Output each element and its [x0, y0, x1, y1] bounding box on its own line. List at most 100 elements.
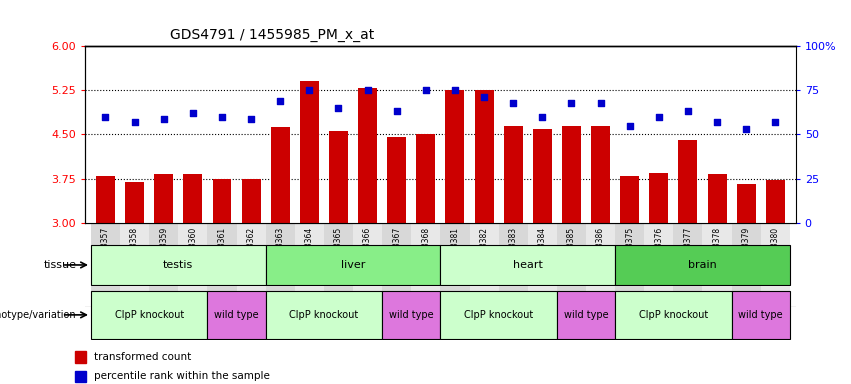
Bar: [615, 291, 732, 339]
Text: GDS4791 / 1455985_PM_x_at: GDS4791 / 1455985_PM_x_at: [170, 28, 374, 42]
Text: GSM988360: GSM988360: [188, 227, 197, 273]
Point: [448, 87, 462, 93]
Point: [535, 114, 549, 120]
Text: GSM988375: GSM988375: [625, 227, 634, 273]
Bar: [154, 174, 174, 223]
Bar: [125, 182, 144, 223]
Point: [390, 108, 403, 114]
Point: [506, 99, 520, 106]
Bar: [242, 179, 260, 223]
Bar: [411, 223, 441, 307]
Text: GSM988381: GSM988381: [450, 227, 460, 273]
Bar: [271, 127, 289, 223]
Bar: [183, 174, 203, 223]
Bar: [213, 179, 231, 223]
Bar: [387, 137, 406, 223]
Text: GSM988357: GSM988357: [101, 227, 110, 273]
Bar: [504, 126, 523, 223]
Text: wild type: wild type: [563, 310, 608, 320]
Bar: [329, 131, 348, 223]
Bar: [91, 223, 120, 307]
Text: GSM988386: GSM988386: [596, 227, 605, 273]
Bar: [76, 351, 86, 363]
Text: GSM988377: GSM988377: [683, 227, 693, 273]
Bar: [324, 223, 353, 307]
Text: testis: testis: [163, 260, 193, 270]
Bar: [620, 175, 639, 223]
Text: wild type: wild type: [739, 310, 783, 320]
Text: GSM988378: GSM988378: [712, 227, 722, 273]
Bar: [649, 173, 668, 223]
Point: [768, 119, 782, 125]
Point: [99, 114, 112, 120]
Text: GSM988362: GSM988362: [247, 227, 255, 273]
Bar: [382, 223, 411, 307]
Bar: [737, 184, 756, 223]
Text: wild type: wild type: [389, 310, 433, 320]
Text: wild type: wild type: [214, 310, 259, 320]
Bar: [533, 129, 551, 223]
Text: percentile rank within the sample: percentile rank within the sample: [94, 371, 270, 381]
Point: [215, 114, 229, 120]
Text: GSM988376: GSM988376: [654, 227, 663, 273]
Bar: [615, 223, 644, 307]
Text: genotype/variation: genotype/variation: [0, 310, 77, 320]
Bar: [732, 291, 790, 339]
Bar: [179, 223, 208, 307]
Text: ClpP knockout: ClpP knockout: [639, 310, 708, 320]
Bar: [644, 223, 673, 307]
Point: [652, 114, 665, 120]
Point: [740, 126, 753, 132]
Bar: [266, 291, 382, 339]
Bar: [557, 291, 615, 339]
Bar: [416, 134, 436, 223]
Bar: [300, 81, 319, 223]
Point: [594, 99, 608, 106]
Text: GSM988366: GSM988366: [363, 227, 372, 273]
Text: ClpP knockout: ClpP knockout: [115, 310, 184, 320]
Text: GSM988384: GSM988384: [538, 227, 547, 273]
Text: GSM988383: GSM988383: [509, 227, 517, 273]
Text: tissue: tissue: [43, 260, 77, 270]
Point: [564, 99, 578, 106]
Point: [157, 116, 170, 122]
Point: [477, 94, 491, 100]
Bar: [353, 223, 382, 307]
Bar: [557, 223, 586, 307]
Text: ClpP knockout: ClpP knockout: [464, 310, 534, 320]
Bar: [678, 140, 698, 223]
Bar: [208, 291, 266, 339]
Text: GSM988361: GSM988361: [218, 227, 226, 273]
Point: [711, 119, 724, 125]
Text: GSM988368: GSM988368: [421, 227, 431, 273]
Text: transformed count: transformed count: [94, 352, 191, 362]
Text: GSM988380: GSM988380: [771, 227, 780, 273]
Bar: [766, 180, 785, 223]
Text: GSM988379: GSM988379: [742, 227, 751, 273]
Point: [419, 87, 432, 93]
Bar: [96, 175, 115, 223]
Text: GSM988385: GSM988385: [567, 227, 576, 273]
Text: GSM988358: GSM988358: [130, 227, 139, 273]
Bar: [294, 223, 324, 307]
Text: GSM988382: GSM988382: [480, 227, 488, 273]
Bar: [266, 223, 294, 307]
Bar: [441, 245, 615, 285]
Bar: [76, 371, 86, 382]
Point: [303, 87, 317, 93]
Text: GSM988367: GSM988367: [392, 227, 401, 273]
Bar: [702, 223, 732, 307]
Bar: [528, 223, 557, 307]
Text: GSM988363: GSM988363: [276, 227, 285, 273]
Bar: [91, 291, 208, 339]
Point: [332, 105, 346, 111]
Text: GSM988364: GSM988364: [305, 227, 314, 273]
Text: heart: heart: [513, 260, 543, 270]
Bar: [358, 88, 377, 223]
Bar: [120, 223, 149, 307]
Text: brain: brain: [688, 260, 717, 270]
Point: [244, 116, 258, 122]
Bar: [91, 245, 266, 285]
Bar: [586, 223, 615, 307]
Point: [681, 108, 694, 114]
